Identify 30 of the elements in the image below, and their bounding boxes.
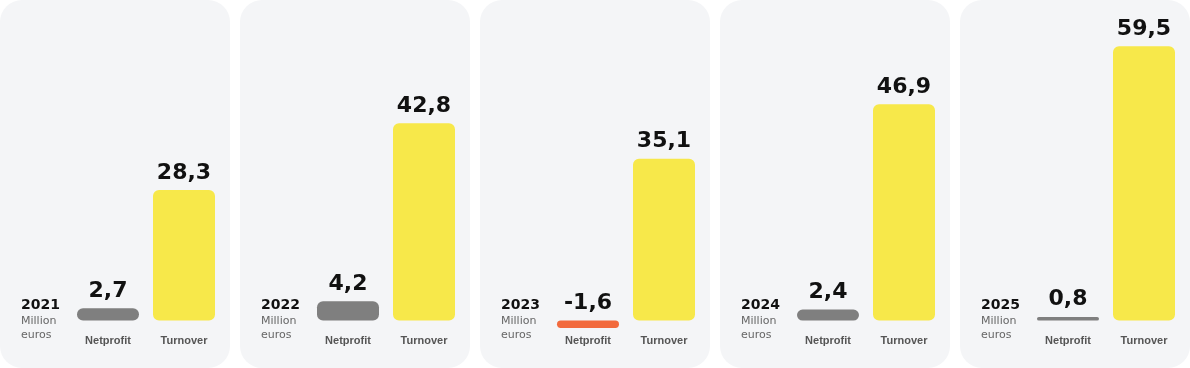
x-tick-label: Turnover [1120, 333, 1169, 346]
data-label: 42,8 [396, 91, 452, 117]
x-tick-label: Netprofit [565, 333, 612, 346]
data-label: 0,8 [1048, 285, 1088, 311]
text: 2023 [501, 296, 540, 312]
y-axis-title: Million euros [741, 313, 780, 341]
x-tick-label: Netprofit [85, 333, 132, 346]
text: 2021 [21, 296, 60, 312]
x-tick-label: Turnover [400, 333, 449, 346]
y-axis-title: Million euros [981, 313, 1020, 341]
data-label: -1,6 [563, 289, 613, 315]
data-label: 28,3 [156, 158, 212, 184]
data-label: 35,1 [636, 127, 692, 153]
data-label: 2,7 [88, 276, 128, 302]
x-tick-label: Turnover [640, 333, 689, 346]
y-axis-title: Million euros [21, 313, 60, 341]
text: 2025 [981, 296, 1020, 312]
text: 2024 [741, 296, 781, 312]
x-tick-label: Turnover [160, 333, 209, 346]
y-axis-title: Million euros [501, 313, 540, 341]
x-tick-label: Turnover [880, 333, 929, 346]
data-label: 2,4 [808, 278, 848, 304]
x-tick-label: Netprofit [1045, 333, 1092, 346]
data-label: 4,2 [328, 269, 368, 295]
y-axis-title: Million euros [261, 313, 300, 341]
text: 2022 [261, 296, 300, 312]
data-label: 46,9 [876, 72, 932, 98]
x-tick-label: Netprofit [325, 333, 372, 346]
data-label: 59,5 [1116, 14, 1172, 40]
x-tick-label: Netprofit [805, 333, 852, 346]
